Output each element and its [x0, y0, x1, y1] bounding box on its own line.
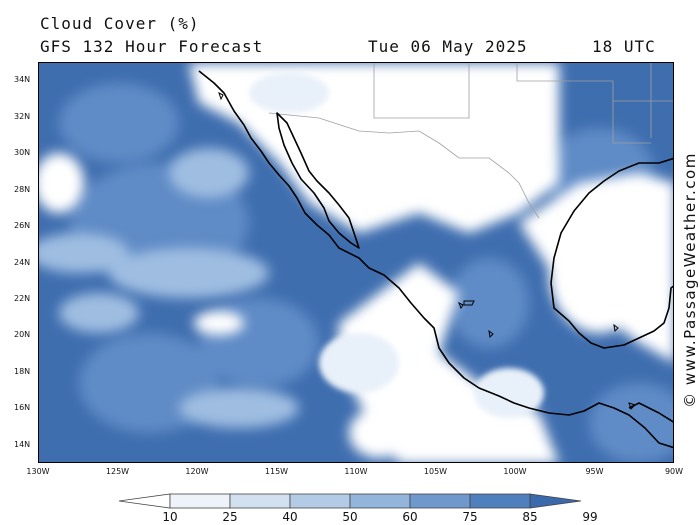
latitude-label: 22N: [14, 293, 31, 303]
longitude-label: 110W: [344, 467, 368, 476]
latitude-label: 16N: [14, 403, 31, 413]
forecast-subtitle: GFS 132 Hour Forecast: [40, 37, 264, 56]
longitude-label: 95W: [585, 467, 604, 476]
legend-level-label: 10: [162, 510, 178, 524]
country-borders: [268, 63, 673, 219]
latitude-label: 18N: [14, 366, 31, 376]
latitude-label: 26N: [14, 221, 31, 231]
legend-swatch: [289, 493, 351, 509]
longitude-label: 130W: [26, 467, 50, 476]
latitude-label: 24N: [14, 257, 31, 267]
forecast-date: Tue 06 May 2025: [368, 37, 528, 56]
map-header: Cloud Cover (%) GFS 132 Hour Forecast Tu…: [0, 0, 700, 62]
credit-text: © www.PassageWeather.com: [681, 152, 699, 408]
coastlines: [198, 70, 673, 449]
latitude-label: 34N: [14, 75, 31, 85]
legend-level-label: 60: [402, 510, 418, 524]
legend-level-label: 75: [462, 510, 478, 524]
legend-swatch: [409, 493, 471, 509]
thin-cloud-areas: [249, 73, 544, 418]
legend-swatch: [349, 493, 411, 509]
legend-swatch: [469, 493, 531, 509]
longitude-label: 90W: [664, 467, 684, 476]
legend-swatch: [169, 493, 231, 509]
latitude-label: 30N: [14, 148, 31, 158]
latitude-label: 14N: [14, 439, 31, 449]
legend-swatch: [229, 493, 291, 509]
cloud-field-light: [39, 148, 299, 428]
credit-watermark: © www.PassageWeather.com: [680, 150, 700, 410]
legend-level-label: 99: [582, 510, 598, 524]
legend-swatch: [529, 493, 582, 509]
cloud-cover-map: [38, 62, 674, 463]
longitude-label: 105W: [423, 467, 448, 476]
longitude-label: 125W: [105, 467, 130, 476]
longitude-label: 115W: [264, 467, 289, 476]
latitude-label: 32N: [14, 111, 31, 121]
legend-level-label: 50: [342, 510, 358, 524]
longitude-label: 120W: [185, 467, 209, 476]
islands: [218, 92, 636, 410]
map-title: Cloud Cover (%): [40, 14, 200, 33]
latitude-label: 28N: [14, 184, 31, 194]
forecast-time: 18 UTC: [592, 37, 656, 56]
map-canvas: [39, 63, 673, 462]
legend-level-label: 40: [282, 510, 298, 524]
legend-colorbar: [118, 493, 582, 509]
longitude-label: 100W: [503, 467, 527, 476]
legend-level-label: 25: [222, 510, 238, 524]
legend-level-label: 85: [522, 510, 538, 524]
legend-swatch: [118, 493, 171, 509]
latitude-label: 20N: [14, 330, 31, 340]
